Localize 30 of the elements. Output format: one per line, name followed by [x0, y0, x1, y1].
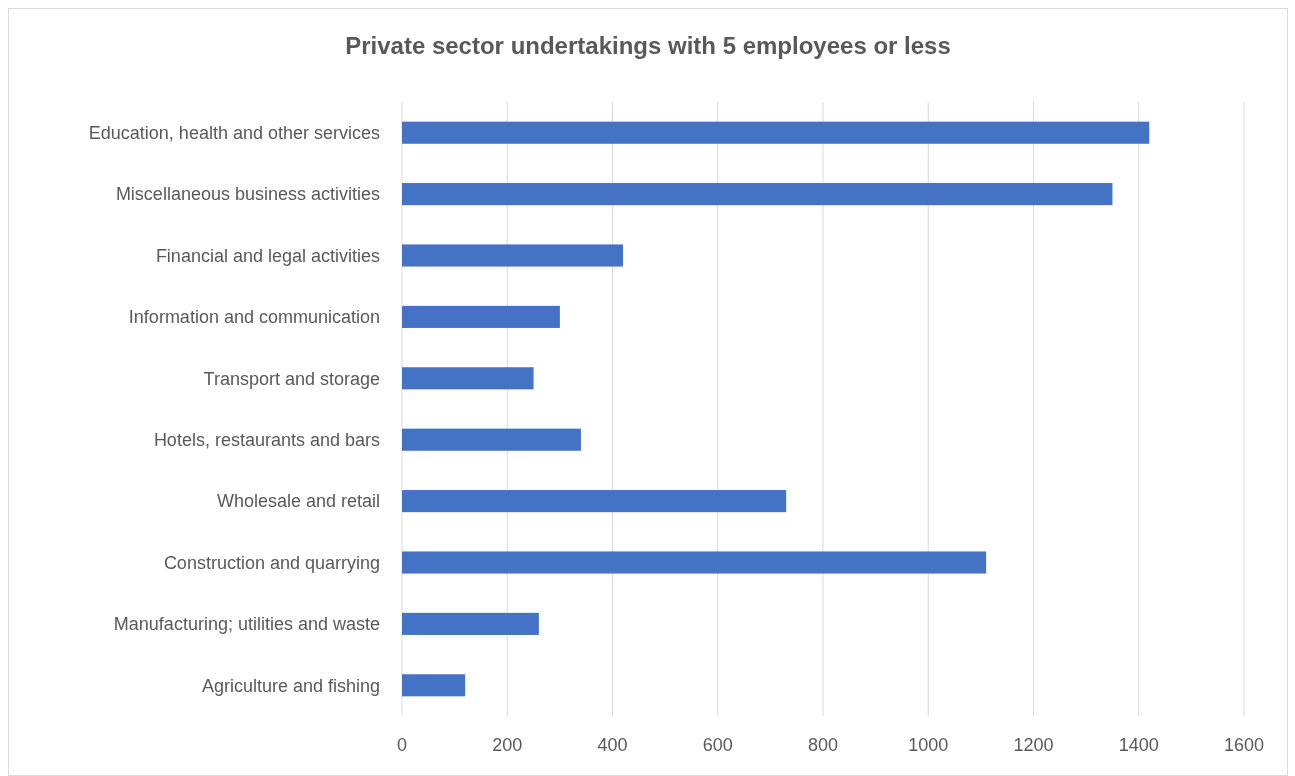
bar	[402, 121, 1150, 144]
x-tick-label: 1200	[1013, 735, 1054, 755]
x-tick-label: 400	[597, 735, 628, 755]
x-tick-label: 600	[702, 735, 733, 755]
bar	[402, 551, 987, 574]
bar	[402, 612, 539, 635]
y-tick-label: Education, health and other services	[88, 123, 380, 143]
y-tick-label: Manufacturing; utilities and waste	[113, 614, 380, 635]
bar	[402, 183, 1113, 206]
y-tick-label: Wholesale and retail	[216, 491, 380, 512]
y-tick-label: Financial and legal activities	[155, 245, 380, 266]
x-tick-label: 200	[492, 735, 523, 755]
y-tick-label: Hotels, restaurants and bars	[153, 430, 380, 450]
y-tick-label: Agriculture and fishing	[201, 675, 380, 696]
bar	[402, 305, 560, 328]
x-tick-label: 1000	[908, 735, 949, 755]
x-tick-label: 800	[807, 735, 839, 755]
bar	[402, 674, 466, 697]
y-tick-label: Information and communication	[128, 307, 380, 328]
x-tick-label: 0	[396, 735, 408, 755]
bar	[402, 244, 624, 267]
bar	[402, 428, 581, 451]
y-tick-label: Miscellaneous business activities	[115, 184, 380, 205]
x-tick-label: 1600	[1223, 735, 1265, 755]
bar	[402, 367, 534, 390]
x-tick-label: 1400	[1118, 735, 1159, 755]
bar	[402, 490, 787, 513]
y-tick-label: Transport and storage	[203, 368, 380, 389]
chart-title: Private sector undertakings with 5 employees or less	[345, 32, 951, 59]
y-tick-label: Construction and quarrying	[163, 552, 380, 573]
